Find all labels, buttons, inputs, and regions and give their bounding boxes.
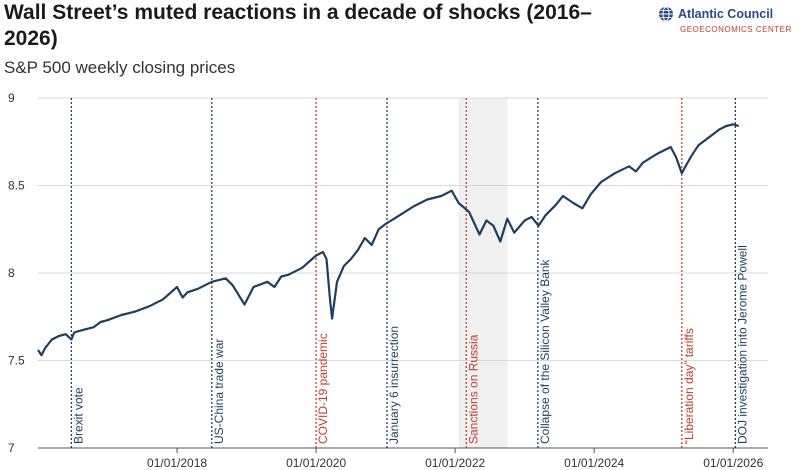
event-label: January 6 insurrection — [387, 326, 401, 444]
x-tick-label: 01/01/2024 — [564, 456, 624, 470]
brand-center: GEOECONOMICS CENTER — [680, 25, 792, 34]
y-tick-label: 8 — [8, 266, 15, 280]
y-tick-label: 7.5 — [8, 354, 25, 368]
brand-logo: Atlantic Council GEOECONOMICS CENTER — [658, 6, 800, 34]
event-label: US-China trade war — [212, 339, 226, 444]
y-tick-label: 7 — [8, 441, 15, 455]
x-tick-label: 01/01/2026 — [703, 456, 763, 470]
y-tick-label: 8.5 — [8, 179, 25, 193]
y-tick-label: 9 — [8, 91, 15, 105]
event-label: DOJ investigation into Jerome Powell — [735, 245, 749, 444]
x-tick-label: 01/01/2018 — [147, 456, 207, 470]
event-label: Sanctions on Russia — [466, 334, 480, 444]
brand-name: Atlantic Council — [678, 7, 774, 21]
event-label: COVID-19 pandemic — [316, 333, 330, 444]
chart-subtitle: S&P 500 weekly closing prices — [4, 58, 236, 77]
series-line — [37, 123, 740, 357]
x-tick-label: 01/01/2022 — [425, 456, 485, 470]
event-label: “Liberation day” tariffs — [682, 328, 696, 444]
x-tick-label: 01/01/2020 — [286, 456, 346, 470]
event-label: Collapse of the Silicon Valley Bank — [538, 258, 552, 444]
event-label: Brexit vote — [71, 387, 85, 444]
chart-title: Wall Street’s muted reactions in a decad… — [4, 1, 592, 50]
globe-icon — [659, 6, 673, 22]
